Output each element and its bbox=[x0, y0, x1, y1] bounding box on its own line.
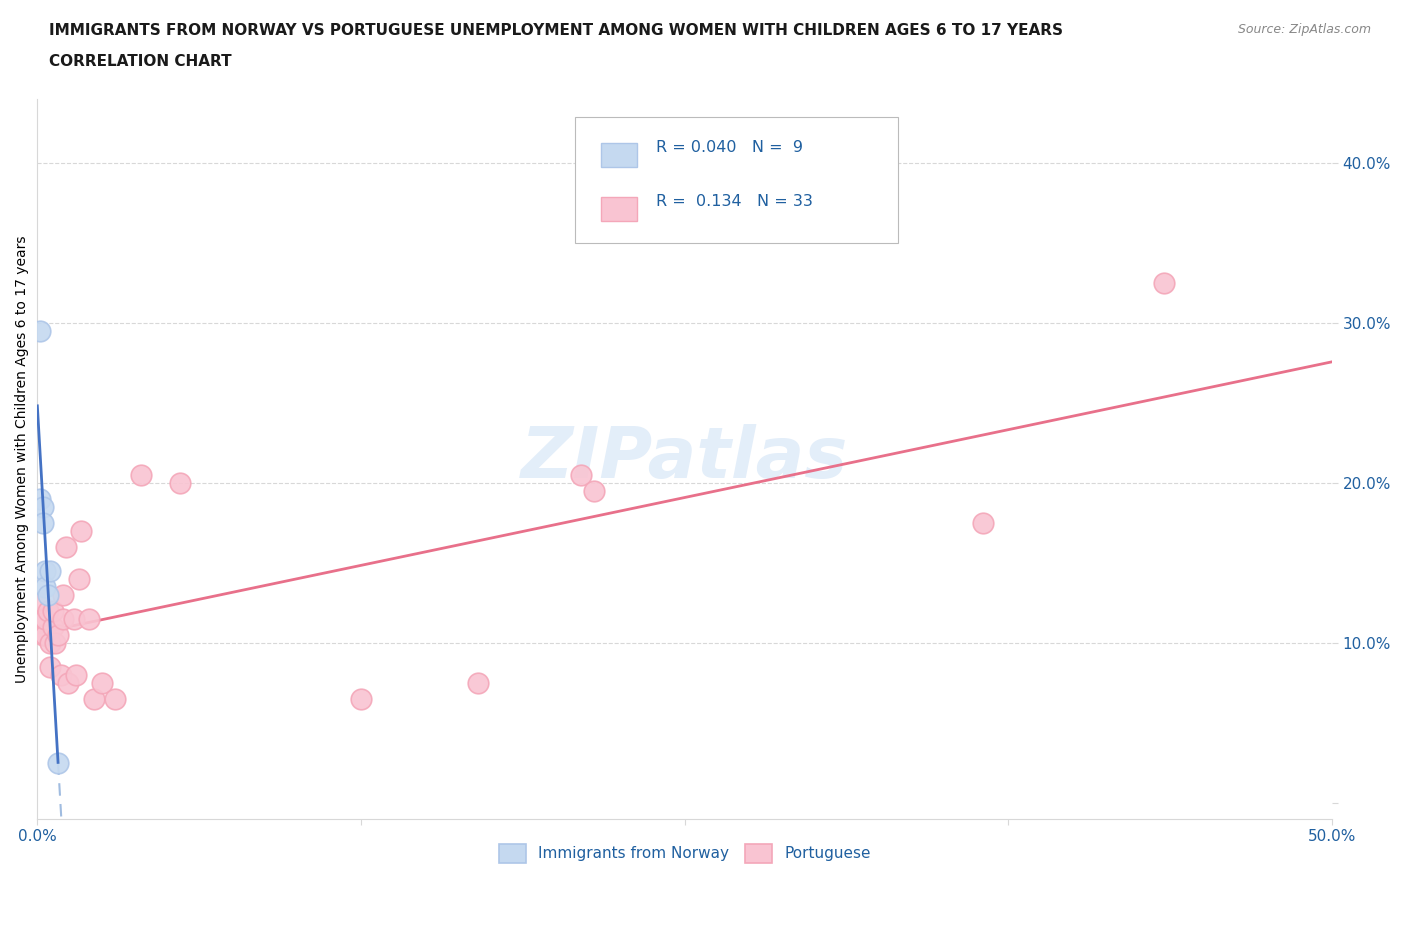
Point bbox=[34, 628, 56, 643]
Point bbox=[972, 515, 994, 530]
Point bbox=[52, 588, 75, 603]
Point bbox=[583, 484, 606, 498]
Text: IMMIGRANTS FROM NORWAY VS PORTUGUESE UNEMPLOYMENT AMONG WOMEN WITH CHILDREN AGES: IMMIGRANTS FROM NORWAY VS PORTUGUESE UNE… bbox=[49, 23, 1063, 38]
Legend: Immigrants from Norway, Portuguese: Immigrants from Norway, Portuguese bbox=[492, 838, 877, 869]
Y-axis label: Unemployment Among Women with Children Ages 6 to 17 years: Unemployment Among Women with Children A… bbox=[15, 235, 30, 683]
Point bbox=[52, 611, 75, 626]
Point bbox=[129, 468, 152, 483]
Point bbox=[1153, 275, 1175, 290]
Point bbox=[44, 635, 66, 650]
Text: R =  0.134   N = 33: R = 0.134 N = 33 bbox=[657, 194, 813, 209]
Text: Source: ZipAtlas.com: Source: ZipAtlas.com bbox=[1237, 23, 1371, 36]
Point bbox=[31, 628, 53, 643]
Point bbox=[31, 499, 53, 514]
Point bbox=[34, 564, 56, 578]
Point bbox=[37, 588, 59, 603]
Point bbox=[169, 475, 191, 490]
Point bbox=[39, 635, 62, 650]
Point bbox=[55, 539, 77, 554]
Point bbox=[569, 468, 592, 483]
FancyBboxPatch shape bbox=[575, 116, 898, 243]
Text: CORRELATION CHART: CORRELATION CHART bbox=[49, 54, 232, 69]
Point bbox=[42, 604, 65, 618]
Point bbox=[39, 564, 62, 578]
Point bbox=[62, 611, 84, 626]
Point bbox=[28, 595, 51, 610]
Point bbox=[83, 691, 105, 706]
Point bbox=[70, 524, 93, 538]
Point bbox=[37, 604, 59, 618]
Point bbox=[28, 491, 51, 506]
Point bbox=[46, 755, 69, 770]
Point bbox=[91, 675, 114, 690]
Point bbox=[28, 324, 51, 339]
Text: ZIPatlas: ZIPatlas bbox=[522, 424, 848, 493]
Point bbox=[58, 675, 80, 690]
Point bbox=[350, 691, 373, 706]
Point bbox=[104, 691, 127, 706]
Point bbox=[46, 628, 69, 643]
Text: R = 0.040   N =  9: R = 0.040 N = 9 bbox=[657, 140, 803, 155]
Point bbox=[34, 579, 56, 594]
Point bbox=[77, 611, 100, 626]
Point bbox=[65, 668, 87, 683]
Point bbox=[467, 675, 489, 690]
Point bbox=[39, 659, 62, 674]
Point bbox=[31, 515, 53, 530]
FancyBboxPatch shape bbox=[600, 143, 637, 167]
FancyBboxPatch shape bbox=[600, 197, 637, 221]
Point bbox=[49, 668, 72, 683]
Point bbox=[67, 571, 90, 586]
Point bbox=[31, 611, 53, 626]
Point bbox=[34, 611, 56, 626]
Point bbox=[42, 619, 65, 634]
